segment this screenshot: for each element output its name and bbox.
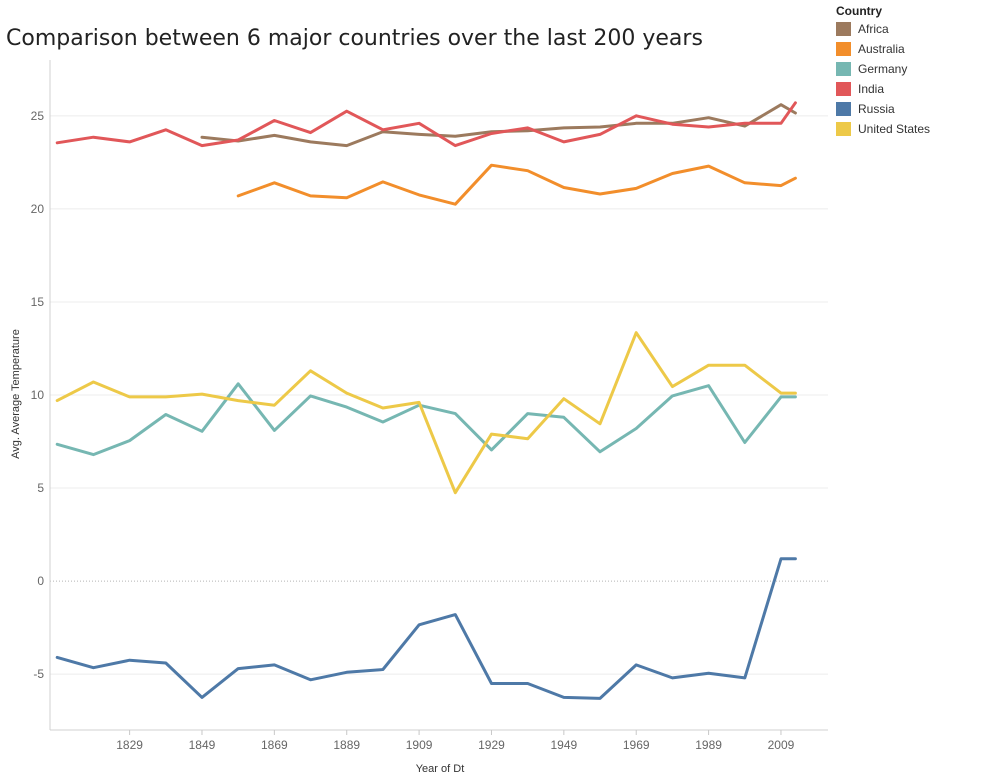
legend-swatch-russia bbox=[836, 102, 851, 116]
y-tick-label: 5 bbox=[37, 481, 44, 495]
legend-item-united-states[interactable]: United States bbox=[836, 119, 981, 139]
y-tick-label: 20 bbox=[31, 202, 45, 216]
y-tick-label: -5 bbox=[33, 667, 44, 681]
legend-label: India bbox=[858, 82, 885, 96]
legend: Country Africa Australia Germany India R… bbox=[836, 3, 981, 139]
legend-swatch-africa bbox=[836, 22, 851, 36]
x-tick-label: 1969 bbox=[623, 738, 650, 752]
legend-item-africa[interactable]: Africa bbox=[836, 19, 981, 39]
series-lines bbox=[55, 101, 797, 700]
legend-label: Russia bbox=[858, 102, 895, 116]
series-line-india[interactable] bbox=[55, 101, 797, 148]
y-tick-label: 15 bbox=[31, 295, 45, 309]
x-tick-label: 1929 bbox=[478, 738, 505, 752]
legend-swatch-united-states bbox=[836, 122, 851, 136]
y-tick-label: 0 bbox=[37, 574, 44, 588]
y-axis-title: Avg. Average Temperature bbox=[10, 329, 22, 459]
legend-swatch-india bbox=[836, 82, 851, 96]
x-tick-label: 1889 bbox=[333, 738, 360, 752]
legend-label: United States bbox=[858, 122, 931, 136]
x-axis-title: Year of Dt bbox=[416, 763, 465, 775]
legend-item-germany[interactable]: Germany bbox=[836, 59, 981, 79]
x-tick-label: 1849 bbox=[189, 738, 216, 752]
series-line-russia[interactable] bbox=[55, 557, 797, 700]
legend-item-australia[interactable]: Australia bbox=[836, 39, 981, 59]
x-tick-label: 1909 bbox=[406, 738, 433, 752]
legend-swatch-australia bbox=[836, 42, 851, 56]
series-line-germany[interactable] bbox=[55, 382, 797, 457]
series-line-united-states[interactable] bbox=[55, 331, 797, 495]
legend-title: Country bbox=[836, 4, 882, 18]
x-tick-label: 2009 bbox=[768, 738, 795, 752]
legend-label: Germany bbox=[858, 62, 908, 76]
legend-item-russia[interactable]: Russia bbox=[836, 99, 981, 119]
legend-label: Africa bbox=[858, 22, 889, 36]
chart-title: Comparison between 6 major countries ove… bbox=[6, 26, 703, 51]
x-tick-label: 1989 bbox=[695, 738, 722, 752]
legend-swatch-germany bbox=[836, 62, 851, 76]
legend-label: Australia bbox=[858, 42, 905, 56]
axes: -5 0 5 10 15 20 25 1829 1849 1869 1889 1909 1929 1949… bbox=[31, 60, 828, 752]
y-tick-label: 10 bbox=[31, 388, 45, 402]
x-tick-label: 1829 bbox=[116, 738, 143, 752]
y-tick-label: 25 bbox=[31, 109, 45, 123]
x-tick-label: 1949 bbox=[550, 738, 577, 752]
series-line-australia[interactable] bbox=[236, 163, 797, 206]
legend-item-india[interactable]: India bbox=[836, 79, 981, 99]
x-tick-label: 1869 bbox=[261, 738, 288, 752]
